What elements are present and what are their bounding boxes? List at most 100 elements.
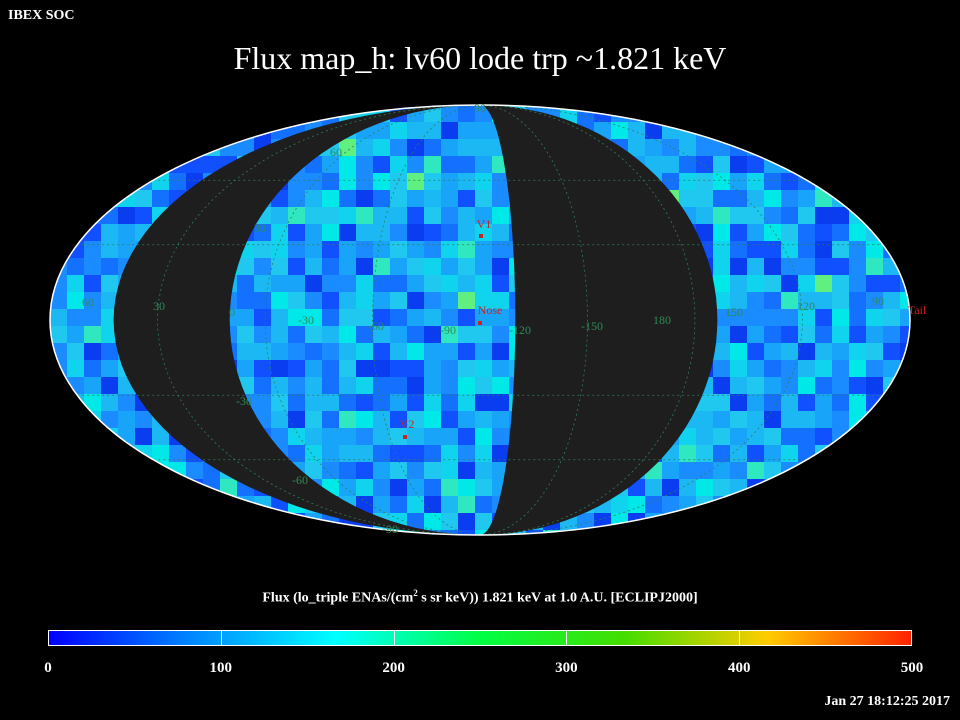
flux-pixel	[475, 122, 493, 140]
flux-pixel	[781, 394, 799, 412]
flux-pixel	[424, 394, 442, 412]
flux-pixel	[730, 377, 748, 395]
longitude-label: -30	[298, 313, 314, 327]
flux-pixel	[203, 496, 221, 514]
flux-pixel	[322, 173, 340, 191]
flux-pixel	[84, 394, 102, 412]
flux-pixel	[339, 462, 357, 480]
flux-pixel	[118, 462, 136, 480]
flux-pixel	[679, 139, 697, 157]
flux-pixel	[356, 309, 374, 327]
flux-pixel	[883, 479, 901, 497]
flux-pixel	[645, 479, 663, 497]
flux-pixel	[730, 275, 748, 293]
flux-pixel	[781, 173, 799, 191]
flux-pixel	[356, 411, 374, 429]
flux-pixel	[849, 377, 867, 395]
flux-pixel	[339, 275, 357, 293]
flux-pixel	[713, 394, 731, 412]
flux-pixel	[84, 462, 102, 480]
flux-pixel	[186, 496, 204, 514]
flux-pixel	[611, 530, 629, 535]
flux-pixel	[815, 292, 833, 310]
flux-pixel	[50, 207, 68, 225]
flux-pixel	[815, 343, 833, 361]
flux-pixel	[305, 292, 323, 310]
flux-pixel	[356, 377, 374, 395]
flux-pixel	[900, 496, 910, 514]
colorbar-tick-mark	[220, 631, 222, 645]
flux-pixel	[458, 377, 476, 395]
flux-pixel	[186, 513, 204, 531]
flux-pixel	[815, 462, 833, 480]
flux-pixel	[305, 326, 323, 344]
flux-pixel	[730, 241, 748, 259]
flux-pixel	[407, 326, 425, 344]
flux-pixel	[305, 173, 323, 191]
flux-pixel	[305, 275, 323, 293]
flux-pixel	[441, 156, 459, 174]
flux-pixel	[441, 275, 459, 293]
flux-pixel	[849, 156, 867, 174]
flux-pixel	[271, 207, 289, 225]
flux-pixel	[883, 292, 901, 310]
flux-pixel	[186, 462, 204, 480]
flux-pixel	[254, 377, 272, 395]
flux-pixel	[475, 207, 493, 225]
flux-pixel	[237, 258, 255, 276]
flux-pixel	[764, 190, 782, 208]
flux-pixel	[305, 530, 323, 535]
flux-pixel	[356, 530, 374, 535]
flux-pixel	[798, 496, 816, 514]
flux-pixel	[271, 343, 289, 361]
marker-dot-nose	[478, 321, 482, 325]
flux-pixel	[84, 241, 102, 259]
flux-pixel	[832, 496, 850, 514]
flux-pixel	[390, 496, 408, 514]
flux-pixel	[747, 156, 765, 174]
flux-pixel	[713, 207, 731, 225]
flux-pixel	[169, 462, 187, 480]
flux-pixel	[373, 445, 391, 463]
flux-pixel	[458, 275, 476, 293]
flux-pixel	[50, 377, 68, 395]
flux-pixel	[339, 258, 357, 276]
colorbar-tick-mark	[739, 631, 741, 645]
flux-pixel	[84, 479, 102, 497]
flux-pixel	[373, 394, 391, 412]
flux-pixel	[730, 411, 748, 429]
flux-pixel	[730, 394, 748, 412]
flux-pixel	[339, 207, 357, 225]
flux-pixel	[135, 513, 153, 531]
flux-pixel	[492, 411, 510, 429]
flux-pixel	[849, 343, 867, 361]
flux-pixel	[696, 445, 714, 463]
no-data-region-left	[113, 105, 480, 535]
flux-pixel	[441, 496, 459, 514]
flux-pixel	[84, 326, 102, 344]
flux-pixel	[458, 326, 476, 344]
flux-pixel	[407, 309, 425, 327]
flux-pixel	[900, 411, 910, 429]
flux-pixel	[798, 105, 816, 123]
flux-pixel	[866, 156, 884, 174]
flux-pixel	[373, 156, 391, 174]
flux-pixel	[407, 224, 425, 242]
flux-pixel	[101, 394, 119, 412]
flux-pixel	[781, 377, 799, 395]
flux-pixel	[84, 139, 102, 157]
flux-pixel	[696, 411, 714, 429]
colorbar-label: Flux (lo_triple ENAs/(cm2 s sr keV)) 1.8…	[262, 588, 698, 606]
flux-pixel	[883, 462, 901, 480]
flux-pixel	[611, 122, 629, 140]
flux-pixel	[220, 530, 238, 535]
flux-pixel	[458, 173, 476, 191]
flux-pixel	[764, 377, 782, 395]
flux-pixel	[747, 207, 765, 225]
flux-pixel	[900, 156, 910, 174]
flux-pixel	[373, 241, 391, 259]
flux-pixel	[458, 139, 476, 157]
flux-pixel	[713, 530, 731, 535]
flux-pixel	[798, 292, 816, 310]
